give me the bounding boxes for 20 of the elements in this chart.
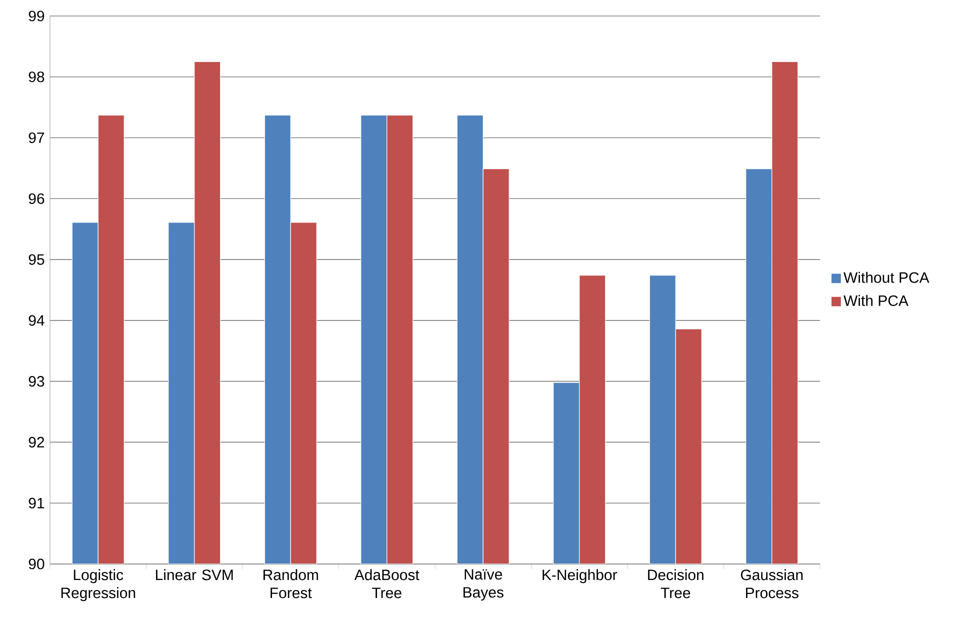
legend-label: Without PCA bbox=[844, 272, 930, 283]
y-tick-label: 90 bbox=[28, 558, 44, 570]
y-tick-label: 94 bbox=[28, 315, 44, 326]
x-tick-label: Random Forest bbox=[264, 569, 318, 598]
y-tick-label: 93 bbox=[28, 376, 44, 387]
y-tick-label: 97 bbox=[28, 132, 44, 144]
x-tick-label: Logistic Regression bbox=[61, 569, 136, 602]
y-tick-label: 96 bbox=[28, 193, 44, 204]
y-tick-label: 95 bbox=[28, 254, 44, 265]
y-tick-label: 98 bbox=[28, 72, 44, 82]
x-tick-label: Linear SVM bbox=[156, 569, 233, 580]
x-tick-label: Gaussian Process bbox=[740, 569, 803, 598]
x-tick-label: Naïve Bayes bbox=[464, 569, 504, 601]
legend-label: With PCA bbox=[844, 294, 908, 306]
y-tick-label: 99 bbox=[28, 10, 44, 22]
y-tick-label: 92 bbox=[28, 436, 44, 448]
x-tick-label: K-Neighbor bbox=[542, 569, 618, 584]
x-tick-label: Decision Tree bbox=[648, 569, 704, 598]
x-tick-label: AdaBoost Tree bbox=[354, 569, 420, 598]
y-tick-label: 91 bbox=[28, 498, 44, 508]
